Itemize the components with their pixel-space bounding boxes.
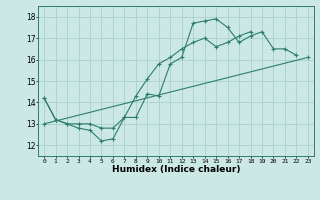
X-axis label: Humidex (Indice chaleur): Humidex (Indice chaleur): [112, 165, 240, 174]
